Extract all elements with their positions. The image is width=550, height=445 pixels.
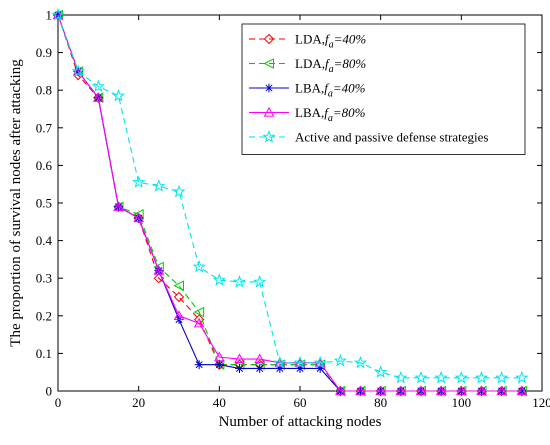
x-tick-label: 100 bbox=[452, 395, 472, 410]
triangle-up-marker bbox=[133, 212, 145, 223]
triangle-up-marker bbox=[173, 310, 185, 320]
triangle-up-marker bbox=[153, 265, 165, 275]
legend-entry: Active and passive defense strategies bbox=[249, 130, 488, 145]
triangle-up-marker bbox=[334, 385, 346, 396]
diamond-marker bbox=[173, 291, 185, 303]
triangle-up-marker bbox=[516, 385, 528, 396]
y-tick-label: 0.4 bbox=[36, 233, 53, 248]
star-marker bbox=[454, 370, 468, 384]
triangle-up-marker bbox=[355, 385, 366, 396]
star-marker bbox=[111, 88, 126, 102]
triangle-up-marker bbox=[415, 385, 427, 396]
y-tick-label: 0.1 bbox=[36, 346, 52, 361]
star-marker bbox=[273, 355, 287, 369]
y-tick-label: 1 bbox=[46, 8, 53, 23]
star-marker bbox=[232, 275, 247, 288]
triangle-up-marker bbox=[476, 385, 487, 396]
asterisk-marker bbox=[264, 83, 274, 93]
x-tick-label: 60 bbox=[294, 395, 307, 410]
star-marker bbox=[51, 8, 65, 21]
star-marker bbox=[212, 273, 226, 286]
triangle-left-marker bbox=[193, 306, 205, 318]
star-marker bbox=[394, 370, 408, 384]
y-tick-label: 0.2 bbox=[36, 308, 52, 323]
star-marker bbox=[495, 370, 509, 384]
legend-entry: LDA,fa=80% bbox=[249, 56, 366, 75]
x-tick-label: 120 bbox=[532, 395, 550, 410]
star-marker bbox=[313, 355, 327, 369]
y-tick-label: 0.5 bbox=[36, 196, 52, 211]
series-5 bbox=[51, 8, 529, 384]
star-marker bbox=[172, 184, 186, 198]
star-marker bbox=[414, 370, 428, 384]
star-marker bbox=[434, 370, 448, 384]
x-tick-label: 20 bbox=[132, 395, 145, 410]
asterisk-marker bbox=[214, 360, 224, 370]
star-marker bbox=[374, 365, 388, 378]
legend-label: LBA,fa=80% bbox=[295, 105, 366, 124]
triangle-left-marker bbox=[173, 280, 184, 292]
x-tick-label: 0 bbox=[55, 395, 62, 410]
legend-label: LBA,fa=40% bbox=[295, 81, 366, 100]
triangle-up-marker bbox=[375, 385, 387, 396]
asterisk-marker bbox=[235, 363, 244, 373]
triangle-up-marker bbox=[193, 317, 205, 328]
star-marker bbox=[515, 370, 529, 384]
star-marker bbox=[91, 79, 105, 93]
triangle-up-marker bbox=[92, 92, 104, 102]
series-line bbox=[57, 14, 522, 392]
legend: LDA,fa=40% LDA,fa=80% LBA,fa=40% LBA,fa=80%… bbox=[241, 23, 526, 155]
legend-entry: LDA,fa=40% bbox=[249, 32, 366, 51]
y-tick-label: 0.7 bbox=[36, 120, 53, 135]
triangle-up-marker bbox=[52, 9, 64, 20]
series-group bbox=[51, 8, 529, 397]
legend-label: LDA,fa=80% bbox=[295, 56, 366, 75]
triangle-left-marker bbox=[263, 58, 274, 69]
star-marker bbox=[262, 130, 276, 143]
triangle-up-marker bbox=[254, 353, 266, 364]
triangle-up-marker bbox=[113, 201, 124, 211]
star-marker bbox=[152, 179, 166, 192]
star-marker bbox=[253, 275, 267, 288]
triangle-up-marker bbox=[395, 385, 407, 396]
y-tick-label: 0.6 bbox=[36, 158, 53, 173]
asterisk-marker bbox=[255, 363, 265, 373]
y-tick-label: 0.8 bbox=[36, 83, 52, 98]
triangle-up-marker bbox=[213, 351, 225, 362]
x-tick-label: 80 bbox=[374, 395, 387, 410]
triangle-up-marker bbox=[455, 385, 467, 396]
star-marker bbox=[132, 175, 146, 188]
triangle-up-marker bbox=[435, 385, 447, 396]
y-tick-label: 0 bbox=[46, 384, 53, 399]
legend-label: LDA,fa=40% bbox=[295, 32, 366, 51]
triangle-up-marker bbox=[496, 385, 508, 396]
legend-entry: LBA,fa=40% bbox=[249, 81, 366, 100]
triangle-up-marker bbox=[72, 65, 84, 76]
y-tick-label: 0.3 bbox=[36, 271, 52, 286]
star-marker bbox=[192, 259, 206, 273]
star-marker bbox=[474, 370, 489, 384]
legend-box bbox=[241, 23, 526, 155]
star-marker bbox=[353, 355, 368, 369]
diamond-marker bbox=[263, 33, 275, 45]
y-axis-label: The proportion of survival nodes after a… bbox=[8, 59, 24, 347]
triangle-up-marker bbox=[263, 106, 275, 117]
legend-entry: LBA,fa=80% bbox=[249, 105, 366, 124]
x-axis-label: Number of attacking nodes bbox=[219, 414, 382, 430]
star-marker bbox=[293, 355, 307, 369]
asterisk-marker bbox=[194, 360, 204, 370]
x-tick-label: 40 bbox=[213, 395, 226, 410]
axes: 0 20 40 60 80 100 120 0 0.1 0.2 0.3 0.4 0.5 0.6 0.7 0.8… bbox=[36, 8, 550, 411]
y-tick-label: 0.9 bbox=[36, 45, 52, 60]
triangle-up-marker bbox=[234, 353, 245, 364]
star-marker bbox=[71, 64, 85, 78]
legend-label: Active and passive defense strategies bbox=[295, 130, 488, 145]
star-marker bbox=[333, 353, 347, 367]
